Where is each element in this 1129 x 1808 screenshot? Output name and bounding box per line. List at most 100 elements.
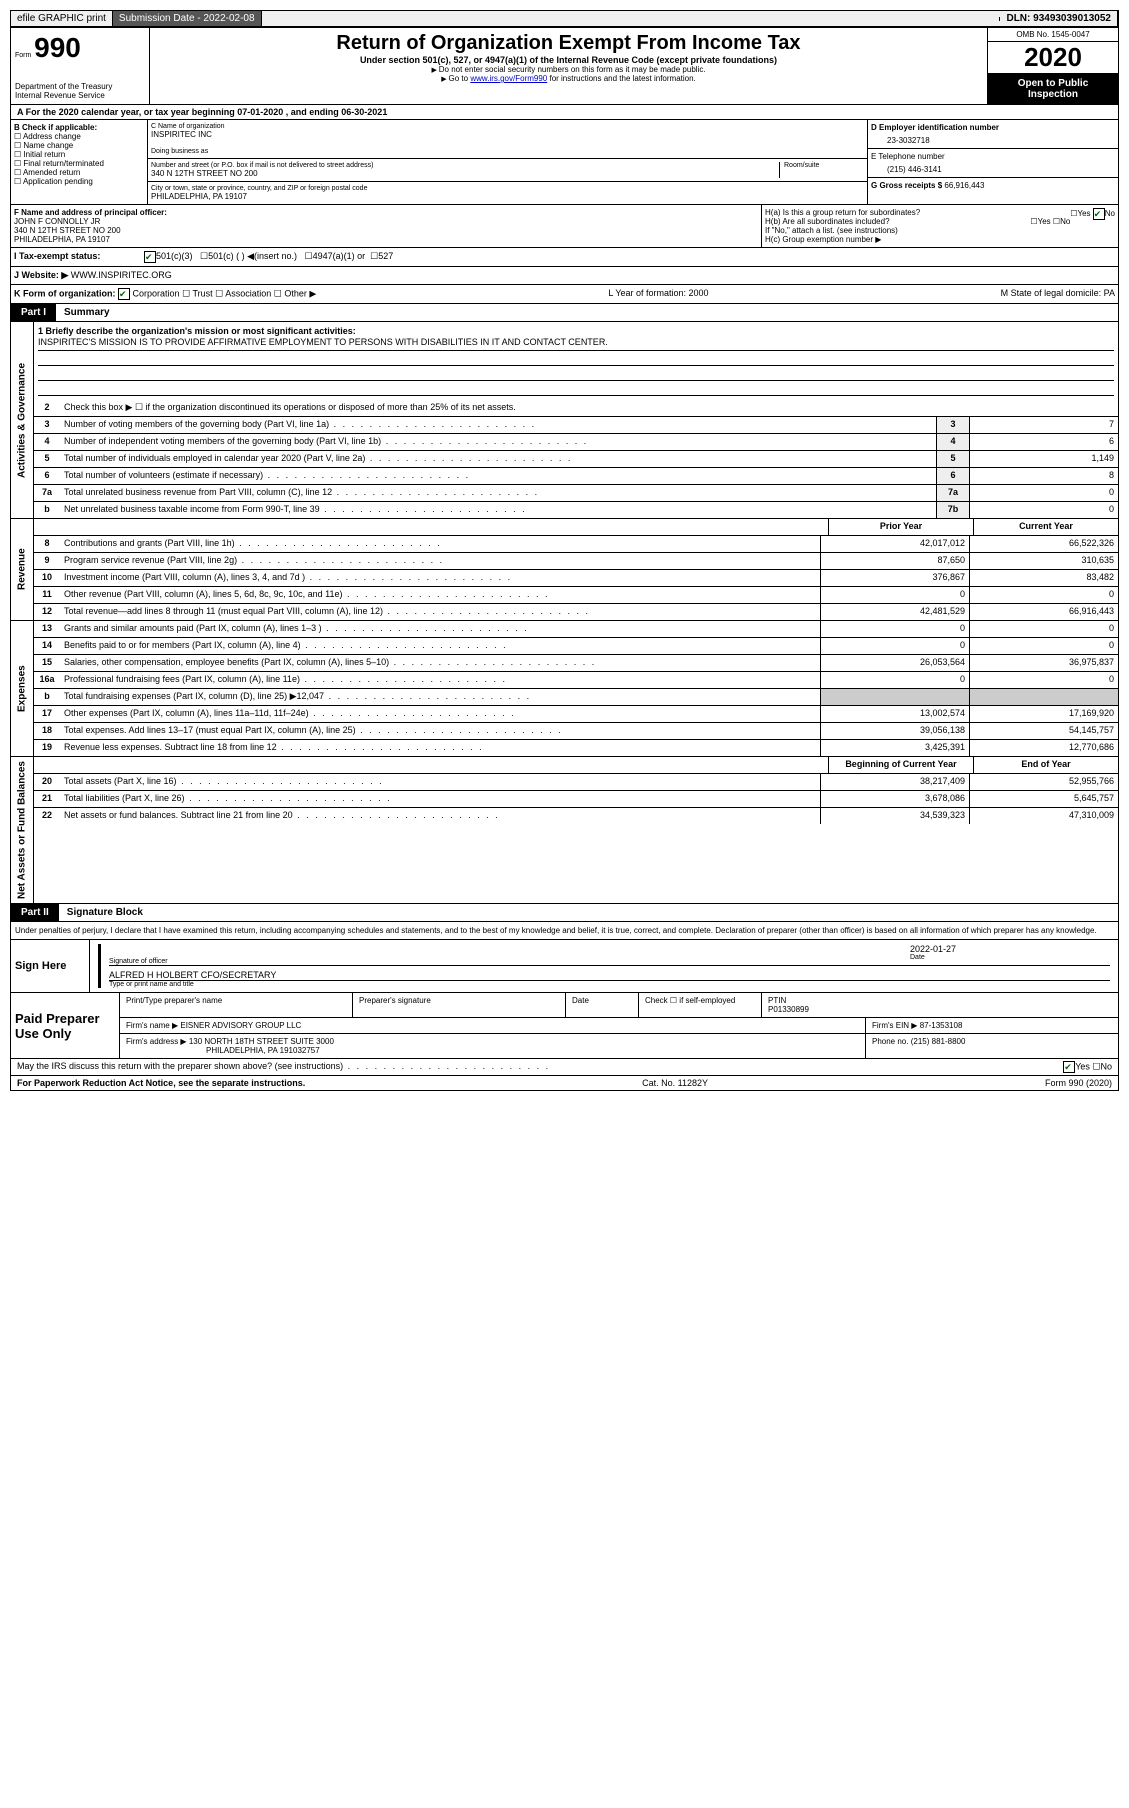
row-num: 14 <box>34 638 60 654</box>
k-assoc[interactable]: Association <box>225 288 271 298</box>
chk-final[interactable]: Final return/terminated <box>14 159 144 168</box>
note-ssn: Do not enter social security numbers on … <box>154 65 983 74</box>
part1-tag: Part I <box>11 304 56 321</box>
ha-row: H(a) Is this a group return for subordin… <box>765 208 1115 217</box>
chk-pending[interactable]: Application pending <box>14 177 144 186</box>
row-k: K Form of organization: Corporation ☐ Tr… <box>10 285 1119 304</box>
b-header: B Check if applicable: <box>14 123 144 132</box>
begin-year-hdr: Beginning of Current Year <box>828 757 973 773</box>
officer-name: JOHN F CONNOLLY JR <box>14 217 100 226</box>
perjury-text: Under penalties of perjury, I declare th… <box>11 922 1118 939</box>
hb-yes[interactable]: Yes <box>1038 217 1051 226</box>
i-501c3[interactable]: 501(c)(3) <box>156 251 193 263</box>
table-row: b Total fundraising expenses (Part IX, c… <box>34 689 1118 706</box>
row-value: 0 <box>969 485 1118 501</box>
prior-year-value: 0 <box>820 672 969 688</box>
prep-grid: Print/Type preparer's name Preparer's si… <box>119 993 1118 1058</box>
name-label: C Name of organization <box>151 123 864 130</box>
spacer <box>262 17 1001 21</box>
part1-title: Summary <box>56 304 118 321</box>
mission-blank3 <box>38 381 1114 396</box>
side-revenue: Revenue <box>11 519 34 620</box>
prior-year-value: 3,678,086 <box>820 791 969 807</box>
addr-box: Number and street (or P.O. box if mail i… <box>148 159 867 182</box>
col-f: F Name and address of principal officer:… <box>11 205 762 247</box>
table-row: 17 Other expenses (Part IX, column (A), … <box>34 706 1118 723</box>
row-ref: 7b <box>936 502 969 518</box>
row-value: 1,149 <box>969 451 1118 467</box>
city-box: City or town, state or province, country… <box>148 182 867 204</box>
ha-no[interactable]: No <box>1105 209 1115 218</box>
irs-link[interactable]: www.irs.gov/Form990 <box>470 74 547 83</box>
row-num: 12 <box>34 604 60 620</box>
row-ref: 5 <box>936 451 969 467</box>
website-value: WWW.INSPIRITEC.ORG <box>71 270 172 281</box>
row-num: 6 <box>34 468 60 484</box>
k-trust[interactable]: Trust <box>192 288 212 298</box>
part2-title: Signature Block <box>59 904 151 921</box>
officer-printed-name: ALFRED H HOLBERT CFO/SECRETARY <box>109 970 1110 980</box>
chk-initial[interactable]: Initial return <box>14 150 144 159</box>
row-desc: Other revenue (Part VIII, column (A), li… <box>60 587 820 603</box>
row-desc: Contributions and grants (Part VIII, lin… <box>60 536 820 552</box>
form-number: 990 <box>34 32 81 63</box>
prior-year-value: 26,053,564 <box>820 655 969 671</box>
chk-name[interactable]: Name change <box>14 141 144 150</box>
k-other[interactable]: Other ▶ <box>284 288 316 298</box>
i-501c[interactable]: 501(c) ( ) ◀(insert no.) <box>208 251 297 263</box>
sig-space[interactable] <box>109 944 910 958</box>
table-row: 9 Program service revenue (Part VIII, li… <box>34 553 1118 570</box>
mission-text: INSPIRITEC'S MISSION IS TO PROVIDE AFFIR… <box>38 336 1114 351</box>
current-year-value: 0 <box>969 672 1118 688</box>
k-left: K Form of organization: Corporation ☐ Tr… <box>14 288 316 300</box>
city-value: PHILADELPHIA, PA 19107 <box>151 192 864 201</box>
sign-right: Signature of officer 2022-01-27 Date ALF… <box>90 940 1118 992</box>
ha-yes[interactable]: Yes <box>1077 209 1090 218</box>
prior-year-value: 0 <box>820 621 969 637</box>
k-corp[interactable]: Corporation <box>133 288 180 298</box>
current-year-value: 0 <box>969 587 1118 603</box>
discuss-no[interactable]: No <box>1100 1061 1112 1071</box>
row-ref: 4 <box>936 434 969 450</box>
form-header: Form 990 Department of the Treasury Inte… <box>10 27 1119 105</box>
blank <box>34 757 60 773</box>
row-desc: Other expenses (Part IX, column (A), lin… <box>60 706 820 722</box>
row-desc: Benefits paid to or for members (Part IX… <box>60 638 820 654</box>
table-row: 12 Total revenue—add lines 8 through 11 … <box>34 604 1118 620</box>
chk-address[interactable]: Address change <box>14 132 144 141</box>
table-row: 3 Number of voting members of the govern… <box>34 417 1118 434</box>
section-bcd: B Check if applicable: Address change Na… <box>10 120 1119 205</box>
discuss-yes[interactable]: Yes <box>1075 1061 1090 1071</box>
i-4947[interactable]: 4947(a)(1) or <box>313 251 366 263</box>
prior-year-value: 42,017,012 <box>820 536 969 552</box>
prep-name-hdr: Print/Type preparer's name <box>120 993 353 1017</box>
current-year-value: 54,145,757 <box>969 723 1118 739</box>
hb-note: If "No," attach a list. (see instruction… <box>765 226 1115 235</box>
part2-header: Part II Signature Block <box>10 904 1119 922</box>
row-desc: Total unrelated business revenue from Pa… <box>60 485 936 501</box>
discuss-label: May the IRS discuss this return with the… <box>17 1061 550 1073</box>
mission-block: 1 Briefly describe the organization's mi… <box>34 322 1118 400</box>
ptin-value: P01330899 <box>768 1005 809 1014</box>
i-527[interactable]: 527 <box>378 251 393 263</box>
phone-label: Phone no. <box>872 1037 908 1046</box>
table-row: 14 Benefits paid to or for members (Part… <box>34 638 1118 655</box>
governance-table: Activities & Governance 1 Briefly descri… <box>10 322 1119 519</box>
row-desc: Total expenses. Add lines 13–17 (must eq… <box>60 723 820 739</box>
firm-addr2: PHILADELPHIA, PA 191032757 <box>126 1046 320 1055</box>
row-desc: Net unrelated business taxable income fr… <box>60 502 936 518</box>
firm-addr-cell: Firm's address ▶ 130 NORTH 18TH STREET S… <box>120 1034 866 1058</box>
row-fh: F Name and address of principal officer:… <box>10 205 1119 248</box>
prior-year-value: 3,425,391 <box>820 740 969 756</box>
firm-name: EISNER ADVISORY GROUP LLC <box>180 1021 301 1030</box>
gross-box: G Gross receipts $ 66,916,443 <box>868 178 1118 193</box>
q2-row: 2 Check this box ▶ ☐ if the organization… <box>34 400 1118 417</box>
cat-no: Cat. No. 11282Y <box>642 1078 708 1088</box>
hb-no[interactable]: No <box>1060 217 1070 226</box>
chk-amended[interactable]: Amended return <box>14 168 144 177</box>
row-desc: Professional fundraising fees (Part IX, … <box>60 672 820 688</box>
prior-year-value: 0 <box>820 587 969 603</box>
table-row: 22 Net assets or fund balances. Subtract… <box>34 808 1118 824</box>
prep-selfemp[interactable]: Check ☐ if self-employed <box>639 993 762 1017</box>
gross-label: G Gross receipts $ <box>871 181 942 190</box>
